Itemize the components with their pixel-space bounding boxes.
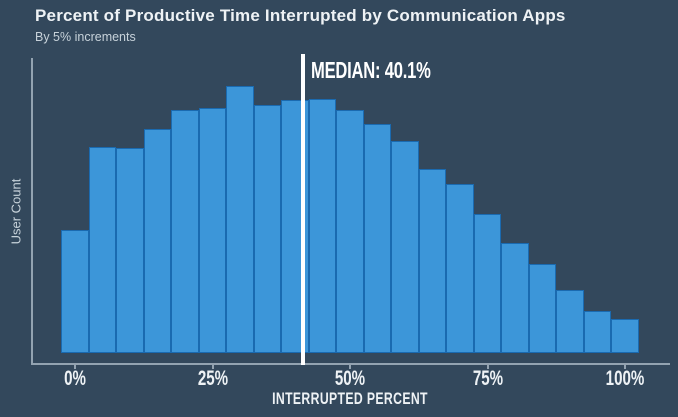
x-axis-line: [31, 363, 670, 365]
histogram-bar: [473, 214, 502, 353]
median-annotation: MEDIAN: 40.1%: [311, 57, 431, 83]
x-axis-tick: [211, 365, 214, 369]
x-axis-tick: [486, 365, 489, 369]
x-axis-tick-label: 100%: [605, 367, 645, 390]
histogram-bar: [556, 290, 584, 353]
histogram-bar: [171, 110, 199, 353]
x-axis-tick: [624, 365, 626, 369]
histogram-bar: [528, 264, 557, 353]
y-axis-line: [31, 58, 33, 364]
x-axis-tick-label: 75%: [472, 367, 503, 390]
x-axis-tick: [74, 365, 76, 369]
histogram-bar: [391, 141, 419, 353]
x-axis-tick: [349, 365, 351, 369]
chart-subtitle: By 5% increments: [35, 30, 136, 44]
histogram-bar: [88, 147, 117, 353]
histogram-bar: [363, 124, 392, 353]
x-axis-tick-label: 25%: [197, 367, 228, 390]
median-line: [301, 54, 305, 365]
histogram-bar: [308, 99, 337, 353]
histogram-bar: [198, 108, 227, 353]
y-axis-title: User Count: [8, 178, 24, 245]
histogram-bar: [253, 105, 282, 353]
chart-title: Percent of Productive Time Interrupted b…: [35, 6, 566, 25]
histogram-bar: [501, 243, 529, 353]
histogram-bar: [116, 148, 144, 353]
x-axis-title: INTERRUPTED PERCENT: [272, 389, 428, 408]
histogram-bar: [61, 230, 89, 353]
histogram-bar: [418, 169, 447, 353]
x-axis-tick-label: 0%: [64, 367, 86, 390]
x-axis-tick-label: 50%: [334, 367, 366, 390]
histogram-bar: [143, 129, 172, 353]
histogram-bar: [611, 319, 639, 353]
histogram-bar: [226, 86, 254, 353]
histogram-bar: [446, 184, 474, 353]
histogram-bar: [583, 311, 612, 353]
histogram-bar: [336, 110, 364, 353]
